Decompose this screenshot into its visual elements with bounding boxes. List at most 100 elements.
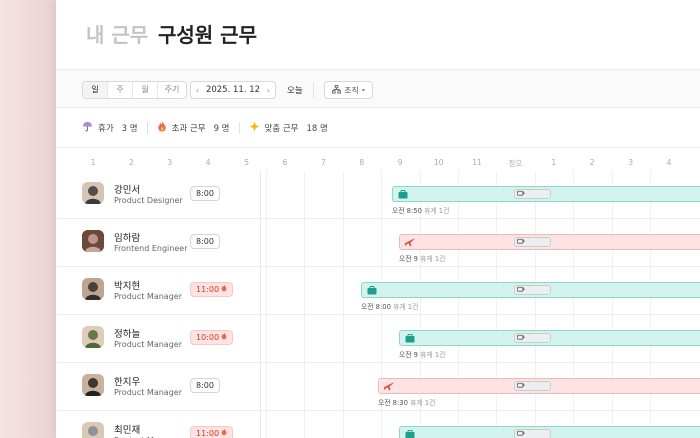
break-count: 휴게 1건 bbox=[410, 399, 436, 407]
break-segment[interactable] bbox=[514, 285, 551, 295]
business-trip-bar[interactable] bbox=[378, 378, 700, 394]
hour-label: 11 bbox=[472, 158, 482, 167]
tab-team-work[interactable]: 구성원 근무 bbox=[158, 23, 257, 47]
hour-axis: 1 2 3 4 5 6 7 8 9 10 11 정오 1 2 3 4 bbox=[56, 154, 700, 171]
work-hours-value: 10:00 bbox=[196, 333, 220, 342]
break-count: 휴게 1건 bbox=[393, 303, 419, 311]
grid-line bbox=[266, 171, 267, 438]
overtime-label: 초과 근무 bbox=[171, 123, 206, 134]
view-day-button[interactable]: 일 bbox=[83, 82, 108, 98]
work-shift-bar[interactable] bbox=[399, 426, 700, 438]
hour-label: 1 bbox=[551, 158, 557, 167]
custom-count: 18 명 bbox=[306, 123, 328, 134]
coffee-icon bbox=[517, 286, 525, 296]
table-row[interactable]: 박지현 Product Manager 11:00 bbox=[56, 267, 260, 314]
hour-label: 2 bbox=[129, 158, 134, 167]
summary-overtime[interactable]: 초과 근무 9 명 bbox=[157, 120, 230, 135]
grid-line bbox=[458, 171, 459, 438]
org-filter-button[interactable]: 조직 ▾ bbox=[324, 81, 373, 99]
avatar[interactable] bbox=[82, 374, 104, 396]
shift-start-time: 오전 9 bbox=[399, 255, 418, 263]
employee-name[interactable]: 정하늘 bbox=[114, 329, 141, 340]
grid-line bbox=[611, 171, 613, 438]
table-row[interactable]: 최민재Product Manager 11:00 bbox=[56, 411, 260, 438]
table-row[interactable]: 임하람 Frontend Engineer 8:00 bbox=[56, 219, 260, 266]
hour-label: 4 bbox=[666, 158, 672, 167]
work-hours-badge: 11:00 bbox=[190, 282, 234, 297]
avatar[interactable] bbox=[82, 326, 104, 348]
work-hours-value: 8:00 bbox=[196, 381, 214, 390]
shift-caption: 오전 8:50 휴게 1건 bbox=[392, 205, 449, 215]
break-segment[interactable] bbox=[514, 333, 551, 343]
avatar[interactable] bbox=[82, 278, 104, 300]
work-hours-value: 11:00 bbox=[196, 429, 220, 438]
coffee-icon bbox=[517, 334, 525, 344]
business-trip-bar[interactable] bbox=[399, 234, 700, 250]
row-divider bbox=[56, 266, 700, 267]
toolbar-divider bbox=[313, 82, 314, 98]
table-row[interactable]: 정하늘 Product Manager 10:00 bbox=[56, 315, 260, 362]
summary-divider bbox=[238, 121, 240, 134]
hour-label: 2 bbox=[589, 158, 595, 167]
shift-caption: 오전 8:30 휴게 1건 bbox=[378, 397, 435, 407]
employee-role: Product Manager bbox=[114, 436, 182, 438]
briefcase-icon bbox=[403, 332, 416, 344]
work-shift-bar[interactable] bbox=[361, 282, 700, 298]
break-segment[interactable] bbox=[514, 429, 551, 438]
employee-role: Product Manager bbox=[114, 340, 182, 349]
toolbar: 일 주 월 주기 ‹ 2025. 11. 12 › 오늘 조직 ▾ bbox=[56, 70, 700, 108]
summary-bar: 휴가 3 명 초과 근무 9 명 맞춤 근무 18 명 bbox=[56, 108, 700, 148]
shift-caption: 오전 8:00 휴게 1건 bbox=[361, 301, 418, 311]
work-hours-value: 8:00 bbox=[196, 189, 214, 198]
break-segment[interactable] bbox=[514, 237, 551, 247]
chevron-right-icon[interactable]: › bbox=[266, 85, 270, 95]
work-hours-badge: 8:00 bbox=[190, 234, 220, 249]
employee-name[interactable]: 강민서 bbox=[114, 185, 141, 196]
title-bar: 내 근무 구성원 근무 bbox=[56, 0, 700, 70]
break-segment[interactable] bbox=[514, 381, 551, 391]
tab-my-work[interactable]: 내 근무 bbox=[86, 23, 149, 47]
grid-line bbox=[650, 171, 651, 438]
chevron-left-icon[interactable]: ‹ bbox=[196, 85, 200, 95]
view-week-button[interactable]: 주 bbox=[108, 82, 133, 98]
avatar[interactable] bbox=[82, 230, 104, 252]
custom-label: 맞춤 근무 bbox=[264, 123, 299, 134]
employee-name[interactable]: 최민재 bbox=[114, 425, 141, 436]
employee-name[interactable]: 한지우 bbox=[114, 377, 141, 388]
break-segment[interactable] bbox=[514, 189, 551, 199]
org-tree-icon bbox=[332, 84, 342, 96]
view-cycle-button[interactable]: 주기 bbox=[164, 85, 180, 94]
break-count: 휴게 1건 bbox=[420, 255, 446, 263]
row-divider bbox=[56, 314, 700, 315]
coffee-icon bbox=[517, 382, 525, 392]
summary-leave[interactable]: 휴가 3 명 bbox=[82, 121, 138, 135]
airplane-icon bbox=[403, 236, 416, 248]
avatar[interactable] bbox=[82, 422, 104, 438]
work-shift-bar[interactable] bbox=[392, 186, 700, 202]
employee-name[interactable]: 박지현 bbox=[114, 281, 141, 292]
hour-label: 10 bbox=[433, 158, 444, 167]
sparkle-icon bbox=[248, 120, 260, 135]
grid-line bbox=[496, 171, 498, 438]
briefcase-icon bbox=[403, 428, 416, 438]
table-row[interactable]: 한지우 Product Manager 8:00 bbox=[56, 363, 260, 410]
coffee-icon bbox=[517, 190, 525, 200]
summary-custom[interactable]: 맞춤 근무 18 명 bbox=[248, 120, 328, 135]
fire-icon bbox=[157, 120, 167, 135]
grid-line bbox=[534, 171, 536, 438]
hour-label: 9 bbox=[397, 158, 403, 167]
work-hours-badge: 8:00 bbox=[190, 378, 220, 393]
grid-line bbox=[304, 171, 306, 438]
today-button[interactable]: 오늘 bbox=[287, 86, 303, 96]
background-edge bbox=[0, 0, 56, 438]
hour-label: 3 bbox=[167, 158, 173, 167]
view-month-button[interactable]: 월 bbox=[133, 82, 158, 98]
work-hours-badge: 11:00 bbox=[190, 426, 234, 438]
work-shift-bar[interactable] bbox=[399, 330, 700, 346]
work-hours-value: 11:00 bbox=[196, 285, 220, 294]
employee-name[interactable]: 임하람 bbox=[114, 233, 141, 244]
schedule-panel: 내 근무 구성원 근무 일 주 월 주기 ‹ 2025. 11. 12 › 오늘… bbox=[56, 0, 700, 438]
current-date[interactable]: 2025. 11. 12 bbox=[205, 85, 261, 95]
avatar[interactable] bbox=[82, 182, 104, 204]
table-row[interactable]: 강민서 Product Designer 8:00 bbox=[56, 171, 260, 218]
